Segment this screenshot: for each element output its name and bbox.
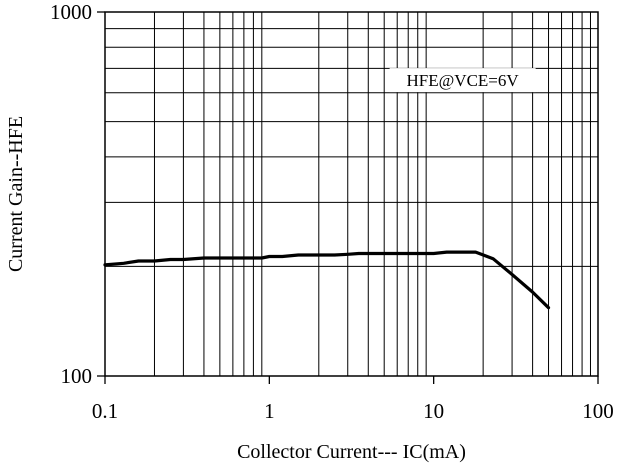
plot-frame bbox=[104, 11, 599, 377]
grid-lines bbox=[105, 12, 598, 376]
axis-ticks bbox=[97, 11, 599, 384]
tick-labels: 0.1 1 10 100 100 1000 bbox=[50, 0, 614, 423]
x-axis-label: Collector Current--- IC(mA) bbox=[237, 441, 466, 463]
x-tick-label: 0.1 bbox=[92, 399, 118, 423]
x-tick-label: 1 bbox=[264, 399, 275, 423]
y-axis-label: Current Gain--HFE bbox=[5, 116, 27, 272]
x-tick-label: 100 bbox=[582, 399, 614, 423]
y-tick-label: 1000 bbox=[50, 0, 92, 24]
annotation-box: HFE@VCE=6V bbox=[389, 68, 536, 93]
x-tick-label: 10 bbox=[423, 399, 444, 423]
y-tick-label: 100 bbox=[61, 364, 93, 388]
annotation-background bbox=[389, 68, 536, 93]
annotation-label: HFE@VCE=6V bbox=[407, 71, 520, 90]
series-line-hfe bbox=[103, 250, 551, 310]
